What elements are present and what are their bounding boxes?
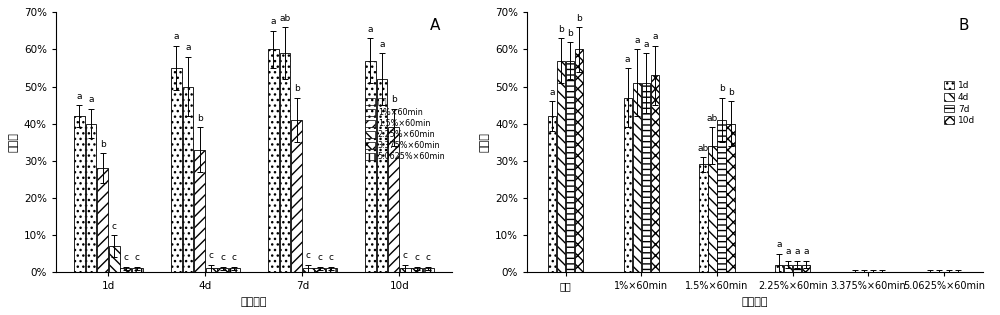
- Text: a: a: [549, 88, 555, 97]
- Bar: [291, 120, 302, 272]
- X-axis label: 培养时间: 培养时间: [241, 297, 267, 307]
- Bar: [365, 60, 376, 272]
- Bar: [268, 49, 279, 272]
- Bar: [109, 246, 120, 272]
- Text: a: a: [804, 248, 809, 256]
- Bar: [217, 268, 228, 272]
- Bar: [423, 268, 434, 272]
- Bar: [717, 120, 726, 272]
- Bar: [575, 49, 583, 272]
- Text: a: a: [785, 248, 791, 256]
- Legend: 1d, 4d, 7d, 10d: 1d, 4d, 7d, 10d: [941, 78, 978, 128]
- Bar: [74, 116, 85, 272]
- Text: a: a: [794, 248, 800, 256]
- Y-axis label: 萌发率: 萌发率: [480, 132, 490, 152]
- Bar: [388, 127, 399, 272]
- Text: b: b: [567, 29, 573, 37]
- Bar: [802, 265, 810, 272]
- Text: b: b: [391, 95, 396, 104]
- Bar: [411, 268, 422, 272]
- Bar: [557, 60, 565, 272]
- Text: b: b: [728, 88, 734, 97]
- Text: B: B: [958, 18, 969, 32]
- Legend: 对照, 1%×60min, 1.5%×60min, 2.25%×60min, 3.375%×60min, 5.0625%×60min: 对照, 1%×60min, 1.5%×60min, 2.25%×60min, 3…: [362, 95, 448, 164]
- Text: a: a: [776, 240, 782, 249]
- Text: a: a: [77, 92, 82, 101]
- Bar: [633, 83, 641, 272]
- Text: a: a: [174, 32, 179, 41]
- Bar: [784, 265, 792, 272]
- Text: a: a: [88, 95, 94, 104]
- Bar: [206, 268, 217, 272]
- Bar: [194, 150, 205, 272]
- Text: c: c: [414, 253, 419, 262]
- Text: a: a: [185, 43, 191, 52]
- Text: a: a: [368, 25, 373, 34]
- Text: c: c: [232, 253, 237, 262]
- Bar: [642, 83, 650, 272]
- Y-axis label: 萌发率: 萌发率: [8, 132, 18, 152]
- Bar: [120, 268, 131, 272]
- Text: c: c: [135, 253, 140, 262]
- Bar: [183, 87, 193, 272]
- Bar: [775, 265, 783, 272]
- Text: c: c: [329, 253, 334, 262]
- Text: a: a: [625, 54, 630, 64]
- Bar: [651, 75, 659, 272]
- Bar: [400, 268, 411, 272]
- Bar: [793, 265, 801, 272]
- Text: c: c: [123, 253, 128, 262]
- Bar: [303, 268, 314, 272]
- Bar: [314, 268, 325, 272]
- Text: b: b: [294, 84, 299, 93]
- Text: c: c: [112, 221, 117, 231]
- Text: c: c: [317, 253, 322, 262]
- X-axis label: 处理条件: 处理条件: [742, 297, 768, 307]
- Bar: [699, 164, 708, 272]
- Text: b: b: [197, 114, 202, 123]
- Text: b: b: [719, 84, 724, 93]
- Bar: [624, 98, 632, 272]
- Text: a: a: [379, 40, 385, 49]
- Text: ab: ab: [707, 114, 718, 123]
- Bar: [280, 53, 290, 272]
- Text: b: b: [576, 14, 582, 23]
- Bar: [171, 68, 182, 272]
- Text: c: c: [403, 251, 408, 260]
- Bar: [566, 60, 574, 272]
- Bar: [548, 116, 556, 272]
- Text: b: b: [100, 140, 105, 149]
- Bar: [86, 124, 96, 272]
- Bar: [132, 268, 143, 272]
- Text: a: a: [271, 17, 276, 26]
- Text: c: c: [426, 253, 431, 262]
- Text: a: a: [652, 32, 658, 41]
- Text: c: c: [220, 253, 225, 262]
- Text: c: c: [306, 251, 311, 260]
- Text: a: a: [634, 36, 640, 45]
- Bar: [326, 268, 337, 272]
- Bar: [377, 79, 387, 272]
- Bar: [726, 124, 735, 272]
- Text: a: a: [643, 40, 649, 49]
- Text: A: A: [430, 18, 440, 32]
- Bar: [708, 146, 717, 272]
- Text: ab: ab: [279, 14, 291, 23]
- Text: c: c: [209, 251, 214, 260]
- Text: b: b: [558, 25, 564, 34]
- Bar: [97, 168, 108, 272]
- Text: ab: ab: [698, 144, 709, 152]
- Bar: [229, 268, 240, 272]
